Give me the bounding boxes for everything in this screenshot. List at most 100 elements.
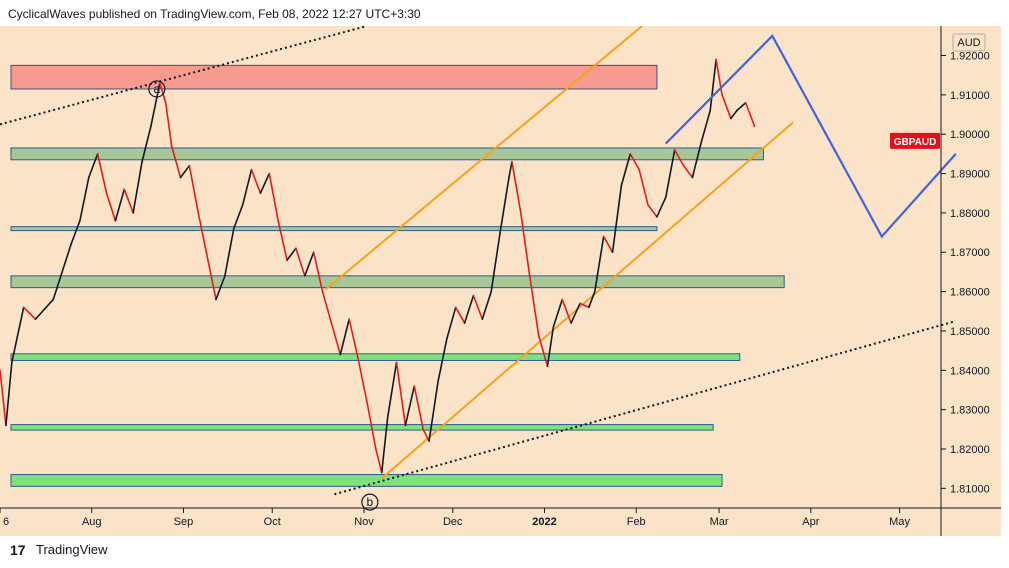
price-segment xyxy=(422,428,430,442)
price-segment xyxy=(321,290,333,324)
zones-layer xyxy=(10,64,785,487)
tradingview-logo-icon: 17 xyxy=(10,543,26,557)
price-segment xyxy=(268,172,279,222)
price-segment xyxy=(593,235,605,293)
price-tick-label: 1.86000 xyxy=(950,287,990,299)
price-segment xyxy=(224,227,235,277)
symbol-badge: GBPAUD xyxy=(890,132,940,149)
time-tick-label: Oct xyxy=(264,516,281,528)
zone-support-6 xyxy=(10,474,723,487)
channel-line-1 xyxy=(381,121,794,480)
time-axis[interactable]: 6 Aug Sep Oct Nov Dec 2022 Feb Mar Apr May xyxy=(0,508,910,528)
price-tick-label: 1.82000 xyxy=(950,444,990,456)
price-segment xyxy=(682,164,694,179)
channel-line-0 xyxy=(324,25,643,291)
price-segment xyxy=(463,294,475,324)
price-segment xyxy=(259,172,271,195)
currency-label-box[interactable]: AUD xyxy=(952,33,986,52)
price-segment xyxy=(164,101,173,147)
price-segment xyxy=(79,176,90,222)
price-segment xyxy=(472,294,484,320)
price-tick-label: 1.83000 xyxy=(950,405,990,417)
price-segment xyxy=(0,369,7,427)
price-segment xyxy=(197,212,208,257)
price-segment xyxy=(339,318,350,356)
price-layer xyxy=(0,58,756,474)
price-segment xyxy=(537,334,549,368)
time-tick-label: Feb xyxy=(627,516,646,528)
time-tick-label: May xyxy=(889,516,910,528)
price-segment xyxy=(629,153,640,171)
price-axis[interactable]: 1.92000 1.91000 1.90000 1.89000 1.88000 1.870… xyxy=(941,51,990,496)
time-tick-label: Mar xyxy=(710,516,729,528)
channel-layer xyxy=(324,25,794,480)
time-axis-background xyxy=(0,508,1001,536)
price-segment xyxy=(303,251,315,277)
price-segment xyxy=(70,219,81,246)
price-segment xyxy=(508,160,513,179)
price-segment xyxy=(5,361,13,427)
price-tick-label: 1.84000 xyxy=(950,365,990,377)
price-segment xyxy=(114,188,126,222)
zone-support-2 xyxy=(10,226,658,232)
price-segment xyxy=(123,188,134,214)
time-tick-label: Nov xyxy=(354,516,374,528)
price-segment xyxy=(34,298,55,320)
price-segment xyxy=(330,322,342,356)
price-segment xyxy=(52,243,72,301)
price-segment xyxy=(437,338,448,383)
price-segment xyxy=(611,184,623,254)
price-segment xyxy=(691,141,703,179)
price-segment xyxy=(366,400,377,450)
wave-label-a: a xyxy=(153,82,160,96)
tradingview-branding[interactable]: 17 TradingView xyxy=(10,542,108,557)
price-segment xyxy=(386,361,398,419)
price-segment xyxy=(744,101,756,128)
wave-label-b: b xyxy=(367,495,374,509)
time-tick-label: Sep xyxy=(174,516,194,528)
time-tick-label: Dec xyxy=(443,516,463,528)
time-tick-label: 6 xyxy=(3,516,9,528)
price-segment xyxy=(286,247,297,261)
price-segment xyxy=(188,164,200,214)
svg-text:17: 17 xyxy=(10,543,26,557)
price-tick-label: 1.89000 xyxy=(950,169,990,181)
price-segment xyxy=(454,306,466,324)
zone-support-3 xyxy=(10,275,785,289)
price-tick-label: 1.87000 xyxy=(950,247,990,259)
projection-layer xyxy=(665,34,957,239)
price-segment xyxy=(11,306,25,364)
price-segment xyxy=(579,302,590,309)
price-segment xyxy=(428,381,439,442)
price-segment xyxy=(312,251,324,293)
price-segment xyxy=(132,160,143,214)
wave-label-circle-a xyxy=(148,80,166,98)
price-segment xyxy=(561,298,572,324)
price-segment xyxy=(552,298,564,328)
projection-path xyxy=(665,34,957,239)
symbol-badge-label: GBPAUD xyxy=(894,137,937,148)
price-segment xyxy=(588,290,596,309)
price-tick-label: 1.92000 xyxy=(950,51,990,63)
zone-support-4 xyxy=(10,353,741,361)
price-segment xyxy=(736,101,747,112)
price-segment xyxy=(179,164,191,179)
price-segment xyxy=(96,153,108,195)
price-segment xyxy=(87,153,99,179)
price-segment xyxy=(22,306,37,320)
price-segment xyxy=(206,255,217,301)
wave-labels-layer: ab xyxy=(148,80,379,511)
price-segment xyxy=(602,235,614,254)
price-segment xyxy=(665,149,676,198)
tradingview-brand: TradingView xyxy=(36,542,108,557)
price-segment xyxy=(357,357,368,403)
price-segment xyxy=(295,247,306,277)
price-tick-label: 1.88000 xyxy=(950,208,990,220)
price-segment xyxy=(215,275,226,301)
price-segment xyxy=(232,204,244,230)
price-segment xyxy=(620,153,632,187)
chart-background xyxy=(0,26,941,508)
price-segment xyxy=(528,275,540,336)
price-segment xyxy=(546,326,555,368)
